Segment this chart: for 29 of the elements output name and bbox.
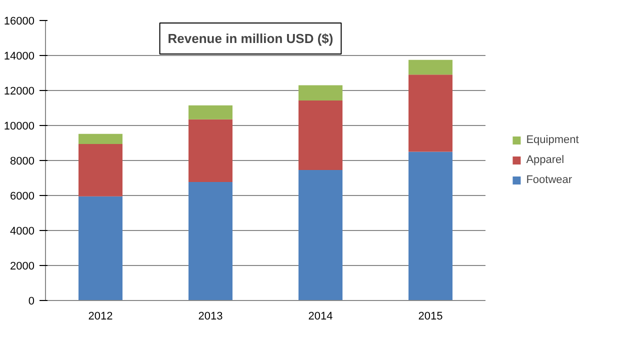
y-tick-label: 0	[28, 296, 35, 308]
legend-label: Equipment	[526, 134, 579, 146]
y-tick-label: 16000	[4, 16, 35, 28]
y-tick-label: 2000	[10, 260, 35, 272]
y-tick-label: 6000	[10, 190, 35, 202]
text: Revenue in million USD ($)	[168, 31, 334, 46]
bar	[78, 196, 122, 300]
bar	[408, 74, 452, 152]
x-tick-label: 2013	[198, 310, 223, 322]
y-tick-label: 4000	[10, 226, 35, 238]
y-tick-label: 10000	[4, 120, 35, 132]
bar	[188, 182, 232, 300]
bar	[408, 60, 452, 75]
bar	[298, 100, 342, 170]
bar	[298, 170, 342, 300]
bar	[188, 105, 232, 120]
y-tick-label: 8000	[10, 156, 35, 168]
bar	[188, 119, 232, 182]
x-tick-label: 2012	[88, 310, 113, 322]
x-tick-label: 2014	[308, 310, 333, 322]
x-tick-label: 2015	[418, 310, 443, 322]
bar	[408, 152, 452, 300]
bar	[78, 144, 122, 196]
bar	[298, 85, 342, 100]
y-tick-label: 12000	[4, 86, 35, 98]
bar	[78, 134, 122, 144]
y-tick-label: 14000	[4, 50, 35, 62]
legend-label: Apparel	[526, 154, 564, 166]
legend-label: Footwear	[526, 174, 572, 186]
